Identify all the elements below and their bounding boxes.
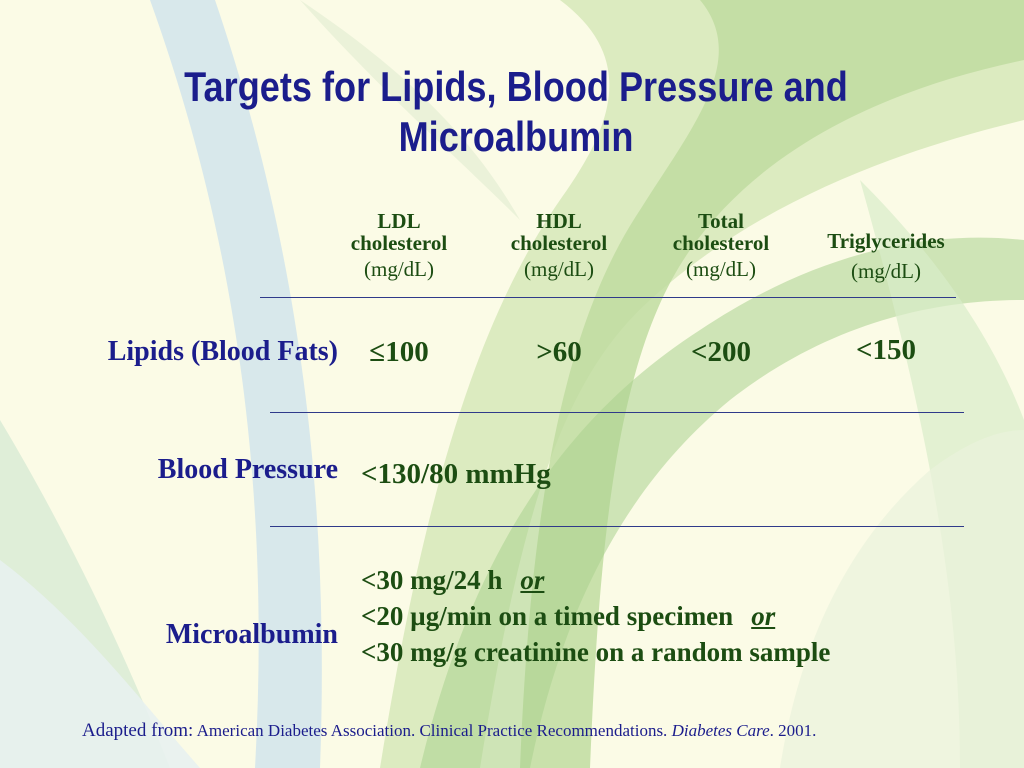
column-header-name: cholesterol: [350, 231, 448, 255]
citation-lead: Adapted from:: [82, 720, 194, 741]
citation-year: . 2001.: [769, 721, 817, 740]
row-label-lipids: Lipids (Blood Fats): [107, 336, 338, 367]
microalbumin-value: <20 µg/min on a timed specimen: [361, 601, 734, 631]
column-header-unit: (mg/dL): [851, 259, 921, 283]
divider: [270, 526, 964, 527]
divider: [260, 297, 956, 298]
microalbumin-line-1: <30 mg/24 h or: [361, 562, 830, 598]
triglycerides-target-value: <150: [855, 334, 917, 366]
citation-footer: Adapted from: American Diabetes Associat…: [82, 720, 816, 742]
or-conjunction: or: [751, 601, 776, 631]
column-header-name: LDL: [377, 209, 421, 233]
title-line-1: Targets for Lipids, Blood Pressure and: [184, 63, 848, 110]
column-header-unit: (mg/dL): [364, 257, 434, 281]
microalbumin-line-3: <30 mg/g creatinine on a random sample: [361, 634, 830, 670]
page-title: Targets for Lipids, Blood Pressure and M…: [124, 62, 908, 162]
column-header-name: cholesterol: [510, 231, 608, 255]
column-header-name: HDL: [536, 209, 582, 233]
hdl-target-value: >60: [536, 336, 582, 368]
microalbumin-line-2: <20 µg/min on a timed specimen or: [361, 598, 830, 634]
column-header-ldl: LDL cholesterol (mg/dL): [329, 210, 469, 280]
microalbumin-value: <30 mg/g creatinine on a random sample: [361, 637, 831, 667]
microalbumin-value: <30 mg/24 h: [361, 565, 503, 595]
ldl-target-value: ≤100: [369, 336, 429, 368]
column-header-unit: (mg/dL): [686, 257, 756, 281]
total-cholesterol-target-value: <200: [690, 336, 752, 368]
blood-pressure-target-value: <130/80 mmHg: [361, 458, 551, 490]
row-label-blood-pressure: Blood Pressure: [157, 454, 338, 485]
row-label-microalbumin: Microalbumin: [165, 619, 338, 650]
column-header-hdl: HDL cholesterol (mg/dL): [489, 210, 629, 280]
or-conjunction: or: [520, 565, 545, 595]
column-header-name: Total: [698, 209, 744, 233]
citation-source: American Diabetes Association. Clinical …: [196, 721, 668, 740]
column-header-unit: (mg/dL): [524, 257, 594, 281]
citation-journal: Diabetes Care: [671, 721, 770, 740]
column-header-triglycerides: Triglycerides (mg/dL): [806, 230, 966, 282]
divider: [270, 412, 964, 413]
column-header-name: cholesterol: [672, 231, 770, 255]
microalbumin-targets: <30 mg/24 h or <20 µg/min on a timed spec…: [361, 562, 830, 670]
column-header-name: Triglycerides: [827, 229, 945, 253]
column-header-total: Total cholesterol (mg/dL): [651, 210, 791, 280]
title-line-2: Microalbumin: [398, 113, 634, 160]
